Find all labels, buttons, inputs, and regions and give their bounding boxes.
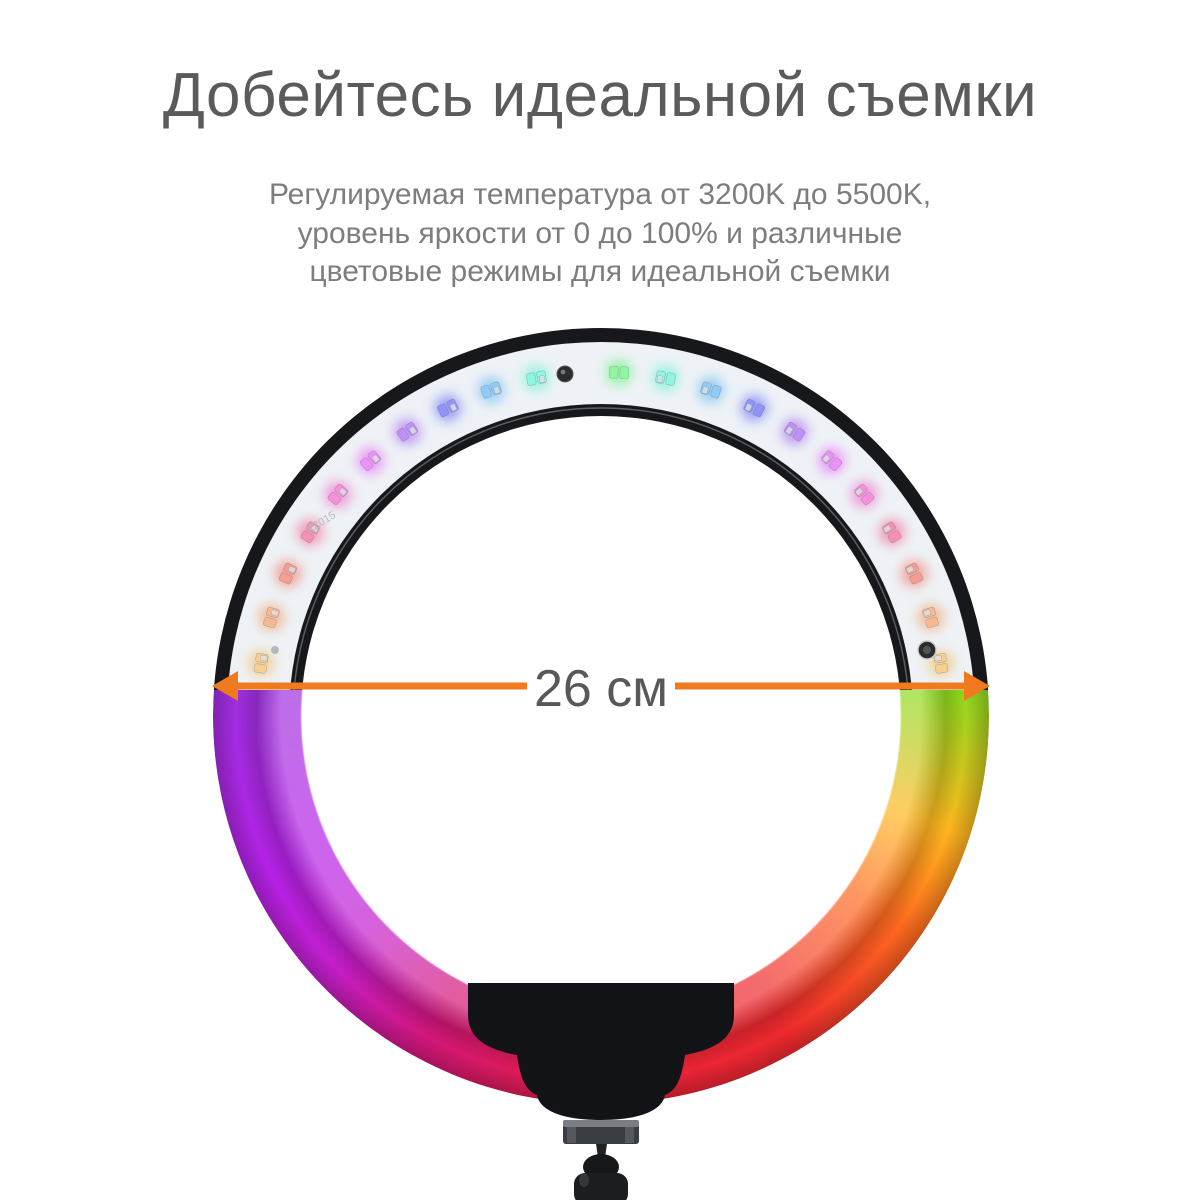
svg-text:26 см: 26 см xyxy=(534,660,668,718)
